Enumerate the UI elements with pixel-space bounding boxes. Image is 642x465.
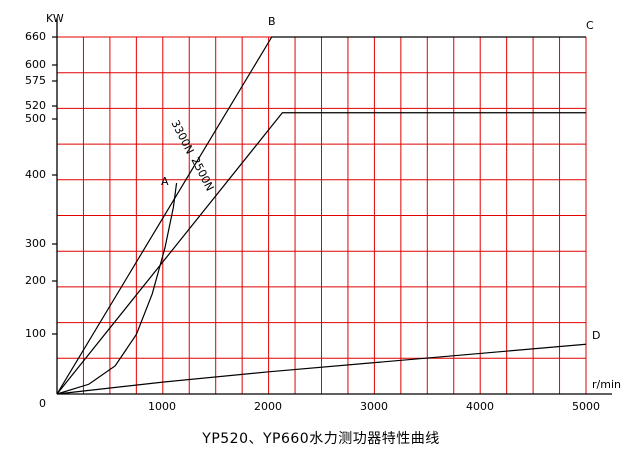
y-tick-500: 500 (25, 112, 46, 125)
chart-caption: YP520、YP660水力测功器特性曲线 (202, 431, 440, 447)
y-axis-unit-label: KW (46, 12, 64, 25)
x-tick-5000: 5000 (572, 400, 600, 413)
axis-lines (52, 18, 612, 395)
x-tick-3000: 3000 (360, 400, 388, 413)
series-3300n (56, 36, 586, 395)
y-tick-0: 0 (39, 397, 46, 410)
y-tick-575: 575 (25, 74, 46, 87)
x-tick-4000: 4000 (466, 400, 494, 413)
point-label-b: B (268, 15, 276, 28)
series-d (56, 343, 587, 395)
point-label-a: A (161, 175, 169, 188)
y-tick-300: 300 (25, 237, 46, 250)
y-tick-520: 520 (25, 99, 46, 112)
y-tick-600: 600 (25, 58, 46, 71)
grid-lines (56, 36, 587, 395)
series-curves (56, 36, 587, 395)
y-tick-660: 660 (25, 30, 46, 43)
x-tick-1000: 1000 (148, 400, 176, 413)
y-tick-400: 400 (25, 168, 46, 181)
y-tick-200: 200 (25, 274, 46, 287)
series-2500n (56, 112, 586, 395)
point-label-d: D (592, 329, 601, 342)
point-label-c: C (586, 19, 594, 32)
y-tick-100: 100 (25, 327, 46, 340)
x-axis-unit-label: r/min (592, 378, 621, 391)
series-a (56, 182, 178, 395)
x-tick-2000: 2000 (254, 400, 282, 413)
